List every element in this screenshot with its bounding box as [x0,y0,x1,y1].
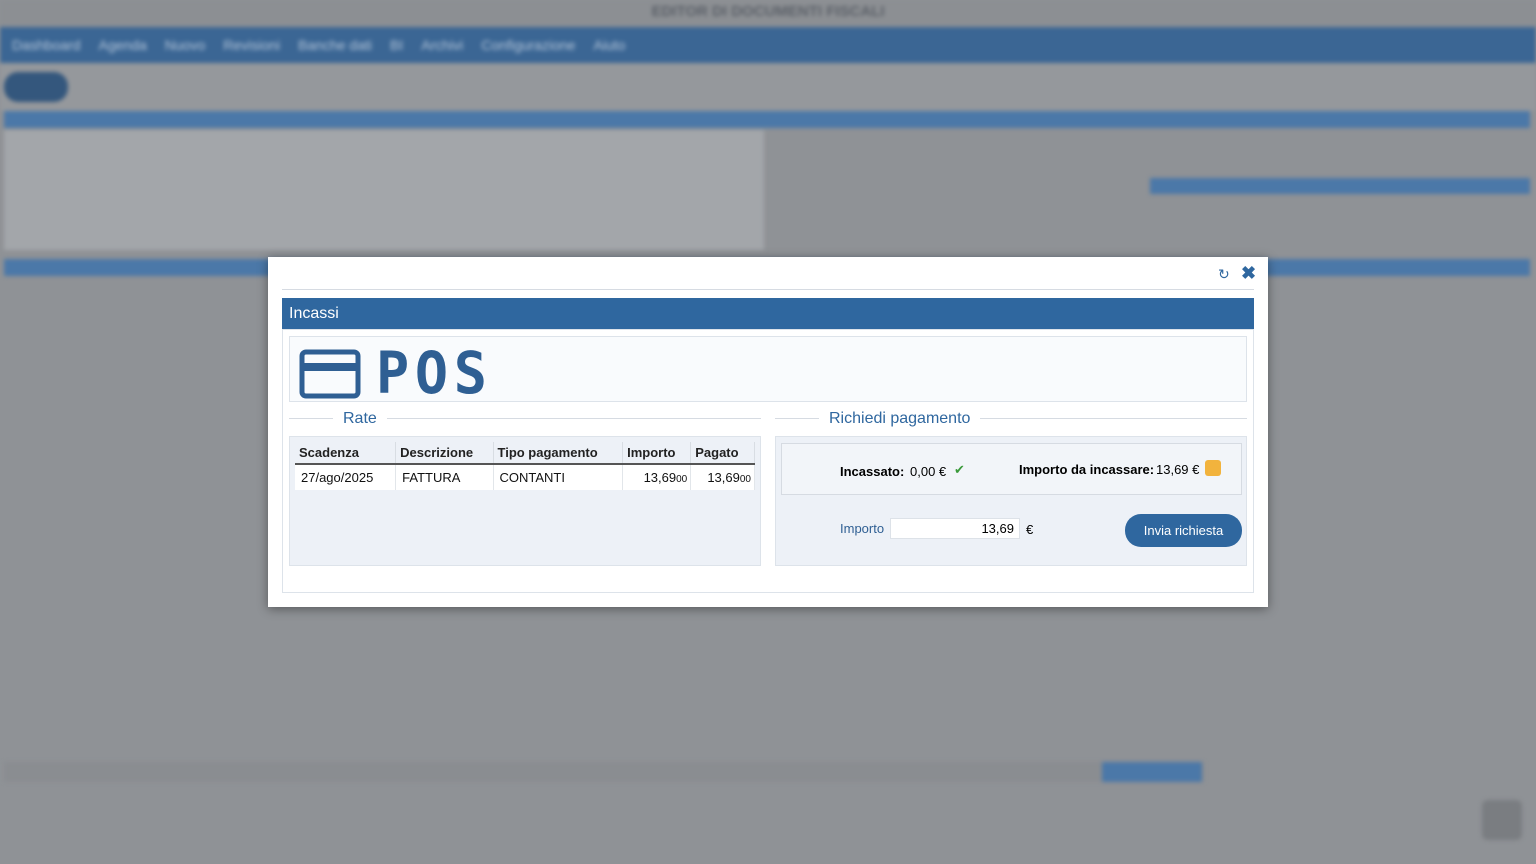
menu-item[interactable]: Nuovo [164,37,206,53]
menu-item[interactable]: Revisioni [223,37,281,53]
tab-bar [4,762,1204,782]
close-button[interactable]: ✖ [1241,263,1257,283]
card-icon [299,349,361,399]
column-header: Descrizione [395,442,494,465]
toolbar [0,63,1536,111]
amount-main: 13,69 [643,470,677,485]
amount-cell: 13,6900 [690,464,755,490]
rate-table: Scadenza Descrizione Tipo pagamento Importo… [295,442,755,490]
amount-main: 13,69 [707,470,740,485]
menu-item[interactable]: Dashboard [12,37,81,53]
check-icon: ✔ [954,462,965,477]
grid-button [1482,800,1522,840]
currency: € [1026,522,1034,537]
summary-box [781,443,1242,495]
fieldset-legend: Richiedi pagamento [819,410,981,428]
dialog: ↻ ✖ Incassi POS Rate Scadenza Descrizione… [268,257,1268,607]
label: Importo da incassare: [1019,462,1155,477]
table-body: 27/ago/2025 FATTURA CONTANTI 13,6900 13,6900 [295,464,755,490]
active-tab [1102,762,1202,782]
fieldset-line [289,418,761,419]
refresh-icon[interactable]: ↻ [1218,266,1230,282]
field [493,162,763,176]
value: 13,69 € [1156,462,1200,477]
menu-item[interactable]: Aiuto [593,37,626,53]
menu-item[interactable]: BI [390,37,404,53]
label: Importo [840,521,885,536]
menu-item[interactable]: Agenda [98,37,147,53]
field [493,186,763,200]
send-button[interactable]: Invia richiesta [1125,514,1242,547]
table-cell: CONTANTI [493,464,624,490]
dialog-title: Incassi [282,298,1254,329]
payment-panel: Incassato: 0,00 € ✔ Importo da incassare… [775,436,1247,566]
coins-icon [1205,460,1221,476]
fieldset-legend: Rate [333,410,387,428]
menu-bar: Dashboard Agenda Nuovo Revisioni Banche dati… [0,27,1536,63]
amount-input[interactable]: 13,69 [890,518,1020,539]
column-header: Pagato [690,442,755,465]
column-header: Importo [622,442,692,465]
table-header: Scadenza Descrizione Tipo pagamento Importo… [295,442,755,465]
rate-panel: Scadenza Descrizione Tipo pagamento Importo… [289,436,761,566]
menu-item[interactable]: Banche dati [298,37,373,53]
column-header: Tipo pagamento [493,442,624,465]
section-header [1150,178,1530,194]
amount-decimals: 00 [676,474,688,485]
amount-cell: 13,6900 [622,464,692,490]
field [115,162,385,176]
pos-panel: POS [289,336,1247,407]
field [493,138,763,152]
table-cell: 27/ago/2025 [295,464,397,490]
divider [282,289,1254,290]
window-title: EDITOR DI DOCUMENTI FISCALI [0,0,1536,26]
amount-decimals: 00 [739,474,751,485]
toolbar-button [4,72,68,102]
menu-item[interactable]: Archivi [421,37,464,53]
column-header: Scadenza [295,442,397,465]
pos-logo: POS [376,339,493,407]
table-row: 27/ago/2025 FATTURA CONTANTI 13,6900 13,6900 [295,464,755,490]
menu-item[interactable]: Configurazione [481,37,576,53]
section-header [4,111,1530,128]
value: 0,00 € [910,464,947,479]
fieldset-line [775,418,1247,419]
field [115,186,385,200]
field [115,138,385,152]
table-cell: FATTURA [395,464,494,490]
label: Incassato: [840,464,905,479]
